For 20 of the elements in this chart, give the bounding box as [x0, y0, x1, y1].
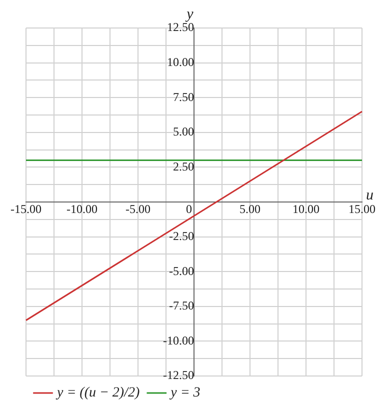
- x-tick-label: 10.00: [292, 202, 320, 216]
- y-tick-label: -5.00: [169, 264, 194, 278]
- y-tick-label: 2.50: [173, 159, 194, 174]
- y-tick-label: 7.50: [173, 90, 194, 104]
- y-axis-title: y: [184, 6, 194, 22]
- y-tick-label: -7.50: [169, 298, 194, 313]
- legend-label: y = ((u − 2)/2): [55, 386, 140, 401]
- x-tick-label: -10.00: [66, 202, 98, 216]
- x-tick-label: 5.00: [240, 202, 260, 216]
- x-tick-label: 15.00: [348, 202, 376, 216]
- legend-label: y = 3: [168, 386, 200, 401]
- x-axis-title: u: [366, 187, 374, 204]
- x-tick-label: -15.00: [10, 202, 42, 216]
- x-tick-label: -5.00: [126, 202, 150, 216]
- y-tick-label: 10.00: [167, 54, 194, 69]
- y-tick-label: -2.50: [169, 228, 194, 243]
- y-tick-label: 5.00: [173, 124, 194, 139]
- y-tick-label: -12.50: [163, 368, 194, 382]
- x-tick-label: 0: [186, 202, 192, 216]
- y-tick-label: -10.00: [163, 333, 194, 348]
